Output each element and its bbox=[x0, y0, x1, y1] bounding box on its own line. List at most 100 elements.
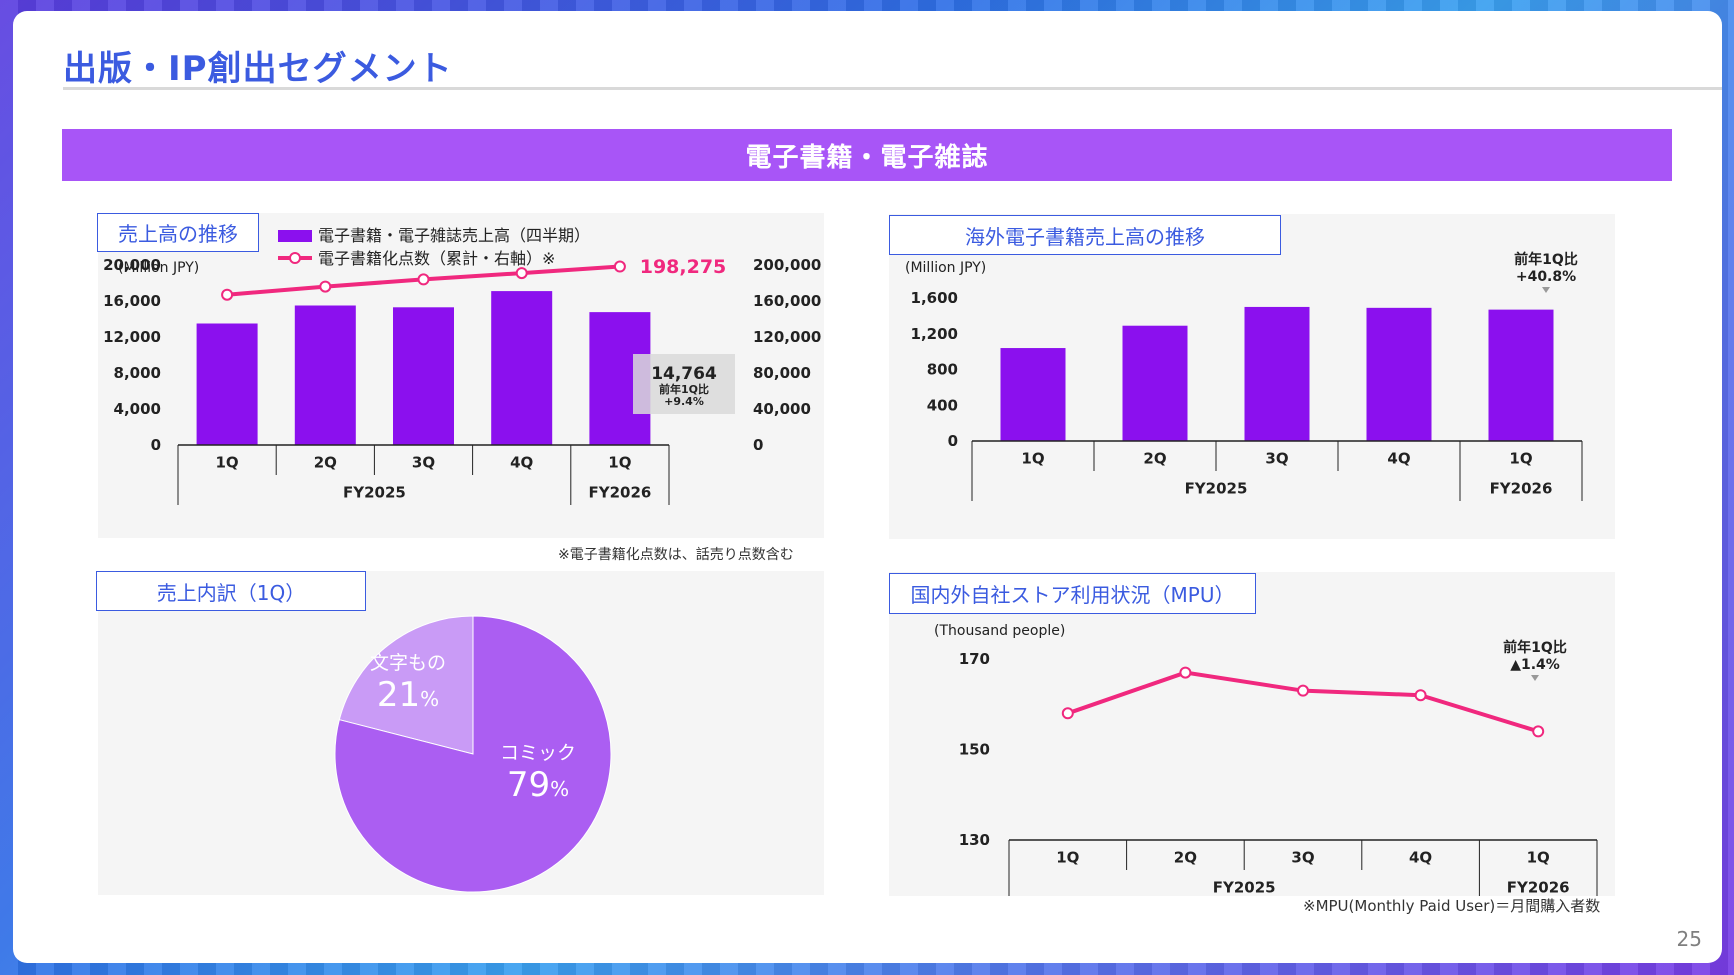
yoy-value: +40.8% bbox=[1516, 269, 1576, 285]
x-tick-label: 4Q bbox=[510, 454, 533, 472]
x-tick-label: 1Q bbox=[1056, 849, 1079, 867]
bar bbox=[1488, 309, 1554, 441]
y-right-tick-label: 120,000 bbox=[753, 328, 821, 346]
slice-name: コミック bbox=[499, 742, 576, 764]
yoy-label: 前年1Q比 bbox=[1503, 639, 1567, 656]
breakdown-label: 売上内訳（1Q） bbox=[96, 571, 366, 611]
x-tick-label: 3Q bbox=[1291, 849, 1314, 867]
sales-trend-chart: 電子書籍・電子雑誌売上高（四半期） 電子書籍化点数（累計・右軸）※ (Milli… bbox=[103, 226, 821, 505]
slice-percent-unit: % bbox=[550, 777, 570, 801]
x-tick-label: 3Q bbox=[1265, 450, 1288, 468]
y-tick-label: 8,000 bbox=[114, 364, 161, 382]
title-divider bbox=[63, 87, 1722, 90]
pie-label-text-slice: 文字もの 21% bbox=[358, 648, 458, 715]
slice-percent-unit: % bbox=[420, 687, 440, 711]
line-point bbox=[1532, 725, 1545, 738]
y-tick-label: 400 bbox=[927, 396, 958, 414]
y-tick-label: 20,000 bbox=[103, 256, 161, 274]
slide: 出版・IP創出セグメント 電子書籍・電子雑誌 売上高の推移 電子書籍・電子雑誌売… bbox=[13, 11, 1722, 963]
y-tick-label: 4,000 bbox=[114, 400, 161, 418]
x-tick-label: 3Q bbox=[412, 454, 435, 472]
y-tick-label: 150 bbox=[959, 741, 990, 759]
overseas-sales-label: 海外電子書籍売上高の推移 bbox=[889, 215, 1281, 255]
bar bbox=[491, 291, 553, 445]
line-point bbox=[319, 280, 332, 293]
y-tick-label: 16,000 bbox=[103, 292, 161, 310]
bar bbox=[294, 305, 356, 445]
legend-line-label: 電子書籍化点数（累計・右軸）※ bbox=[318, 249, 555, 268]
overseas-sales-chart: (Million JPY) 0 400 800 1,200 1,600 1Q 2Q 3Q 4Q 1… bbox=[905, 251, 1583, 501]
bar bbox=[1122, 325, 1188, 441]
y-right-tick-label: 160,000 bbox=[753, 292, 821, 310]
yoy-label: 前年1Q比 bbox=[1514, 251, 1578, 268]
bar bbox=[1244, 306, 1310, 441]
sales-trend-footnote: ※電子書籍化点数は、話売り点数含む bbox=[558, 547, 794, 563]
x-group-label: FY2026 bbox=[588, 484, 651, 502]
bar bbox=[1366, 307, 1432, 441]
y-tick-label: 1,600 bbox=[911, 289, 958, 307]
mpu-panel bbox=[889, 572, 1615, 896]
mpu-line-chart: (Thousand people) 130 150 170 1Q 2Q 3Q 4Q 1Q FY2… bbox=[934, 623, 1598, 897]
line-point bbox=[417, 273, 430, 286]
last-bar-callout bbox=[633, 354, 735, 414]
legend-bar-swatch bbox=[278, 230, 312, 242]
line-point bbox=[1297, 684, 1309, 697]
x-group-label: FY2025 bbox=[1213, 879, 1276, 897]
line-point bbox=[613, 260, 626, 273]
last-bar-value-label: 14,764 bbox=[651, 364, 717, 384]
y-right-tick-label: 40,000 bbox=[753, 400, 811, 418]
line-point bbox=[1061, 707, 1074, 720]
breakdown-pie-chart bbox=[334, 615, 612, 893]
x-group-label: FY2025 bbox=[343, 484, 406, 502]
bar bbox=[1000, 348, 1066, 441]
legend-line-marker bbox=[289, 252, 301, 264]
page-title: 出版・IP創出セグメント bbox=[63, 49, 453, 89]
x-group-label: FY2025 bbox=[1185, 480, 1248, 498]
yoy-value: ▲1.4% bbox=[1510, 657, 1560, 673]
y-right-tick-label: 200,000 bbox=[753, 256, 821, 274]
x-tick-label: 1Q bbox=[1527, 849, 1550, 867]
pie-label-comic-slice: コミック 79% bbox=[488, 738, 588, 805]
x-tick-label: 1Q bbox=[1021, 450, 1044, 468]
slice-percent: 79 bbox=[506, 765, 551, 805]
x-tick-label: 4Q bbox=[1409, 849, 1432, 867]
page-number: 25 bbox=[1676, 927, 1702, 951]
sales-trend-label: 売上高の推移 bbox=[97, 213, 259, 252]
y-axis-unit: (Million JPY) bbox=[118, 260, 199, 276]
line-series bbox=[1067, 670, 1539, 734]
y-tick-label: 0 bbox=[151, 436, 161, 454]
legend-bar-label: 電子書籍・電子雑誌売上高（四半期） bbox=[318, 226, 590, 245]
x-tick-label: 2Q bbox=[1174, 849, 1197, 867]
yoy-pointer-icon bbox=[1542, 287, 1550, 293]
y-tick-label: 0 bbox=[948, 432, 958, 450]
y-tick-label: 130 bbox=[959, 831, 990, 849]
line-last-value-label: 198,275 bbox=[640, 256, 727, 278]
x-group-label: FY2026 bbox=[1490, 480, 1553, 498]
bar bbox=[196, 323, 258, 445]
y-tick-label: 170 bbox=[959, 650, 990, 668]
x-group-label: FY2026 bbox=[1507, 879, 1570, 897]
line-point bbox=[1414, 689, 1427, 702]
pie-slice bbox=[334, 615, 612, 893]
last-bar-yoy-value: +9.4% bbox=[664, 395, 704, 408]
pie-slice bbox=[338, 615, 474, 755]
x-tick-label: 2Q bbox=[1143, 450, 1166, 468]
section-banner: 電子書籍・電子雑誌 bbox=[62, 129, 1672, 181]
x-tick-label: 1Q bbox=[608, 454, 631, 472]
y-right-tick-label: 0 bbox=[753, 436, 763, 454]
y-axis-unit: (Million JPY) bbox=[905, 260, 986, 276]
x-tick-label: 2Q bbox=[314, 454, 337, 472]
y-tick-label: 1,200 bbox=[911, 325, 958, 343]
mpu-footnote: ※MPU(Monthly Paid User)＝月間購入者数 bbox=[1303, 897, 1601, 915]
mpu-label: 国内外自社ストア利用状況（MPU） bbox=[889, 573, 1256, 614]
line-point bbox=[221, 288, 234, 301]
yoy-pointer-icon bbox=[1531, 675, 1539, 681]
last-bar-yoy-label: 前年1Q比 bbox=[659, 382, 709, 396]
y-right-tick-label: 80,000 bbox=[753, 364, 811, 382]
y-tick-label: 12,000 bbox=[103, 328, 161, 346]
x-tick-label: 1Q bbox=[215, 454, 238, 472]
line-point bbox=[515, 267, 528, 280]
slice-name: 文字もの bbox=[369, 652, 446, 674]
y-tick-label: 800 bbox=[927, 361, 958, 379]
x-tick-label: 1Q bbox=[1509, 450, 1532, 468]
